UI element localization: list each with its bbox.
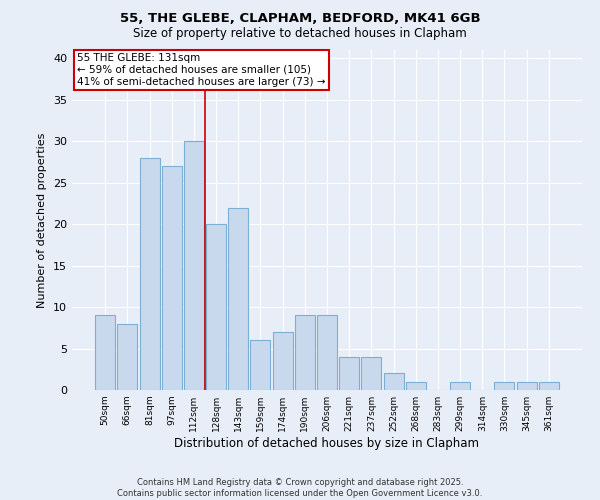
Text: Contains HM Land Registry data © Crown copyright and database right 2025.
Contai: Contains HM Land Registry data © Crown c…: [118, 478, 482, 498]
Bar: [95, 316, 115, 390]
Bar: [272, 332, 293, 390]
Bar: [140, 158, 160, 390]
Bar: [184, 141, 204, 390]
Text: 55 THE GLEBE: 131sqm
← 59% of detached houses are smaller (105)
41% of semi-deta: 55 THE GLEBE: 131sqm ← 59% of detached h…: [77, 54, 326, 86]
Y-axis label: Number of detached properties: Number of detached properties: [37, 132, 47, 308]
Bar: [361, 357, 382, 390]
Bar: [383, 374, 404, 390]
Text: 55, THE GLEBE, CLAPHAM, BEDFORD, MK41 6GB: 55, THE GLEBE, CLAPHAM, BEDFORD, MK41 6G…: [119, 12, 481, 26]
X-axis label: Distribution of detached houses by size in Clapham: Distribution of detached houses by size …: [175, 437, 479, 450]
Bar: [250, 340, 271, 390]
Bar: [206, 224, 226, 390]
Bar: [295, 316, 315, 390]
Bar: [339, 357, 359, 390]
Bar: [162, 166, 182, 390]
Bar: [539, 382, 559, 390]
Bar: [517, 382, 536, 390]
Bar: [450, 382, 470, 390]
Bar: [494, 382, 514, 390]
Bar: [228, 208, 248, 390]
Bar: [406, 382, 426, 390]
Bar: [118, 324, 137, 390]
Bar: [317, 316, 337, 390]
Text: Size of property relative to detached houses in Clapham: Size of property relative to detached ho…: [133, 28, 467, 40]
